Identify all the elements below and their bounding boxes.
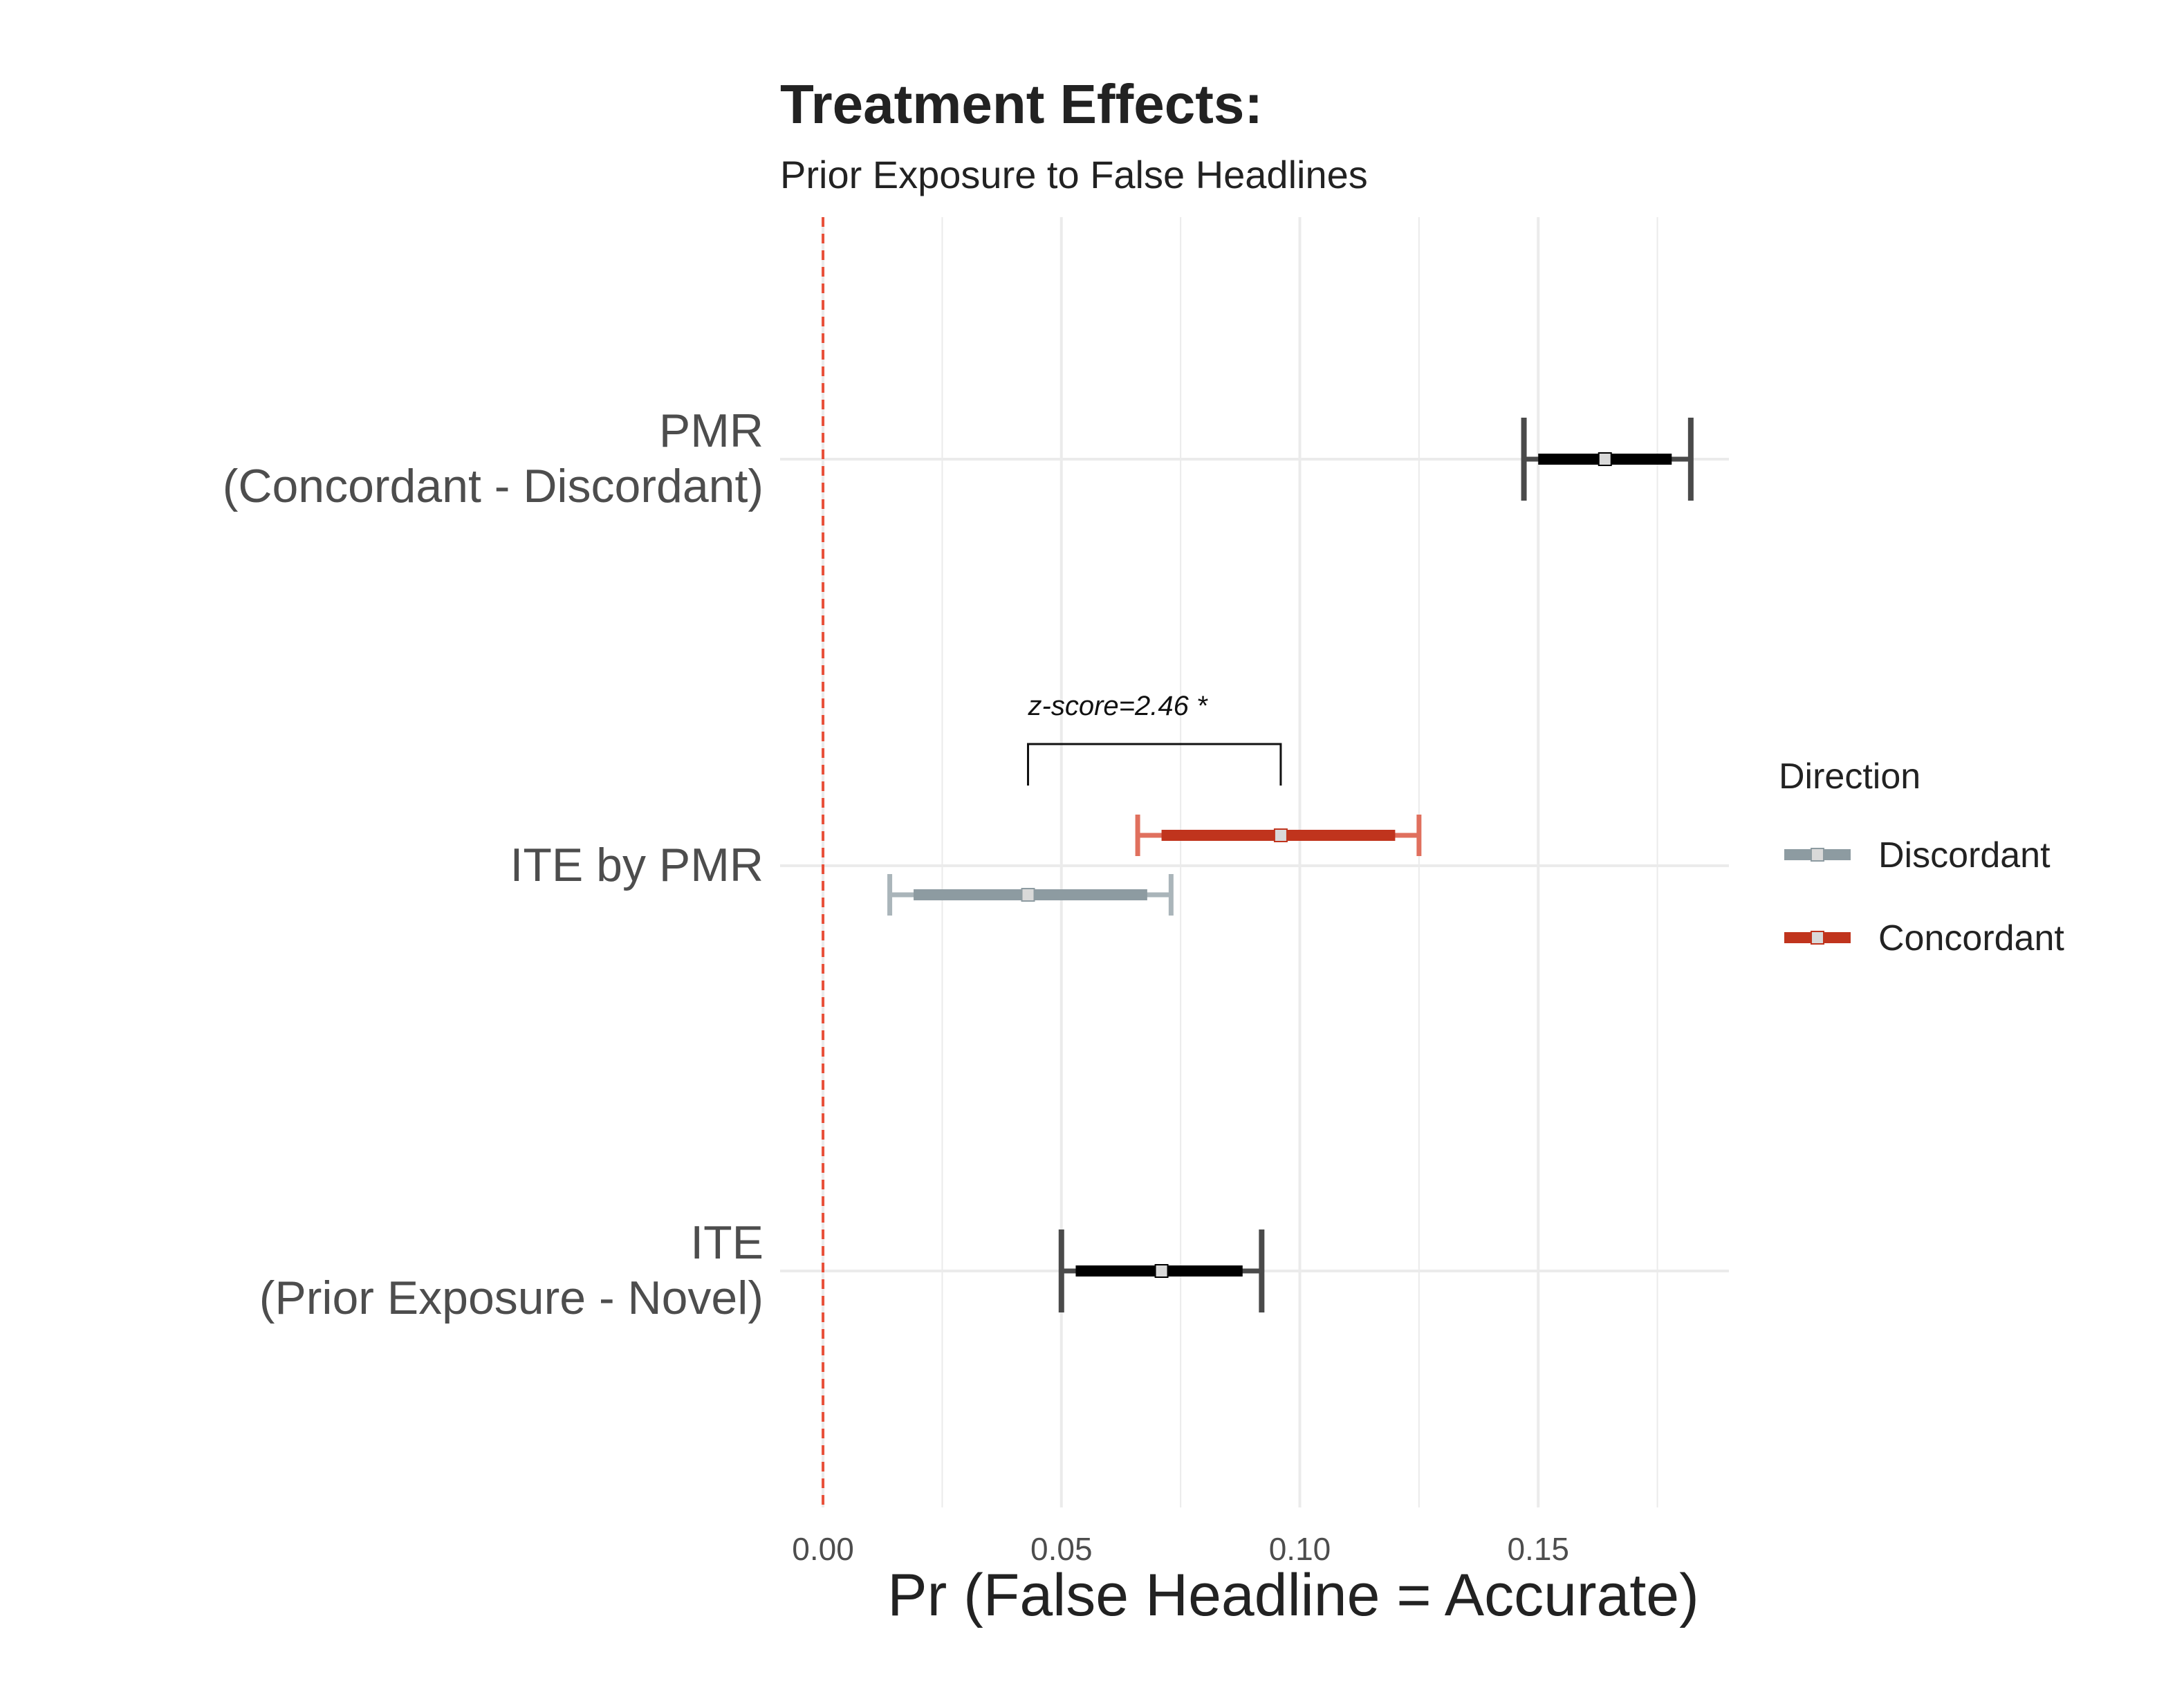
point-estimate (1598, 452, 1612, 466)
y-tick-label: ITE by PMR (510, 839, 764, 891)
x-tick-label: 0.05 (1030, 1531, 1093, 1567)
annotation-label: z-score=2.46 * (1028, 691, 1208, 721)
legend-title: Direction (1779, 756, 1921, 797)
legend-key-point (1811, 931, 1824, 945)
point-estimate (1273, 828, 1288, 842)
x-axis-label: Pr (False Headline = Accurate) (887, 1562, 1699, 1628)
legend-item-concordant: Concordant (1784, 918, 2064, 958)
axes: 0.00 0.05 0.10 0.15 PMR(Concordant - Discord… (223, 405, 1569, 1567)
interval-marks (887, 418, 1694, 1312)
x-tick-label: 0.00 (792, 1531, 854, 1567)
interval-ite (1058, 1229, 1265, 1312)
point-estimate (1021, 888, 1035, 902)
point-estimate (1154, 1264, 1169, 1278)
x-tick-label: 0.15 (1507, 1531, 1569, 1567)
legend: Direction Discordant Concordant (1779, 756, 2064, 958)
chart-subtitle: Prior Exposure to False Headlines (780, 153, 1368, 196)
y-tick-label: (Prior Exposure - Novel) (259, 1272, 763, 1324)
legend-item-discordant: Discordant (1784, 835, 2051, 875)
grid (780, 217, 1729, 1507)
legend-key-point (1811, 848, 1824, 862)
legend-label: Concordant (1878, 918, 2064, 958)
interval-pmr (1521, 418, 1694, 501)
interval-ite_pmr-concordant (1135, 815, 1422, 856)
x-tick-label: 0.10 (1269, 1531, 1331, 1567)
significance-bracket (1027, 743, 1282, 786)
y-tick-label: ITE (690, 1216, 763, 1269)
annotation: z-score=2.46 * (1027, 691, 1282, 786)
legend-label: Discordant (1878, 835, 2051, 875)
y-tick-label: PMR (659, 405, 763, 457)
interval-ite_pmr-discordant (887, 874, 1174, 916)
y-tick-label: (Concordant - Discordant) (223, 460, 763, 512)
chart-title: Treatment Effects: (780, 73, 1263, 135)
